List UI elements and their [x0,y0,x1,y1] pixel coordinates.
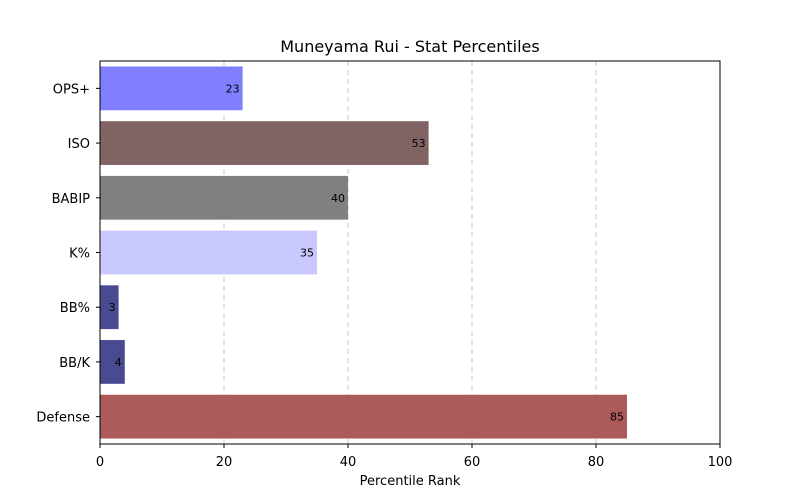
bar-value-label: 23 [226,82,240,95]
x-axis-ticks: 0 20 40 60 80 100 [96,444,733,470]
y-tick-label: BB% [60,301,90,316]
bar-value-labels: 23 53 40 35 3 4 85 [109,82,624,423]
y-tick-label: Defense [36,411,90,426]
bar-value-label: 4 [115,356,122,369]
bar-value-label: 53 [412,137,426,150]
x-tick-label: 80 [588,455,605,470]
bar-ops- [100,66,243,111]
x-tick-label: 60 [464,455,481,470]
x-axis-label: Percentile Rank [360,474,461,489]
chart-title: Muneyama Rui - Stat Percentiles [280,37,539,56]
y-tick-label: K% [69,247,90,262]
y-tick-label: BABIP [52,192,91,207]
bar-bb-k [100,340,125,384]
bar-value-label: 3 [109,301,116,314]
bar-bb- [100,285,119,330]
x-tick-label: 20 [216,455,233,470]
y-axis-ticks: OPS+ ISO BABIP K% BB% BB/K Defense [36,82,100,426]
bar-babip [100,175,348,220]
bars [100,66,627,439]
x-tick-label: 0 [96,455,104,470]
bar-defense [100,394,627,439]
x-tick-label: 100 [708,455,733,470]
y-tick-label: OPS+ [53,82,90,97]
x-tick-label: 40 [340,455,357,470]
y-tick-label: ISO [68,137,90,152]
bar-value-label: 85 [610,411,624,424]
y-tick-label: BB/K [59,356,90,371]
bar-iso [100,121,429,165]
bar-k- [100,230,317,275]
bar-value-label: 35 [300,247,314,260]
bar-value-label: 40 [331,192,345,205]
